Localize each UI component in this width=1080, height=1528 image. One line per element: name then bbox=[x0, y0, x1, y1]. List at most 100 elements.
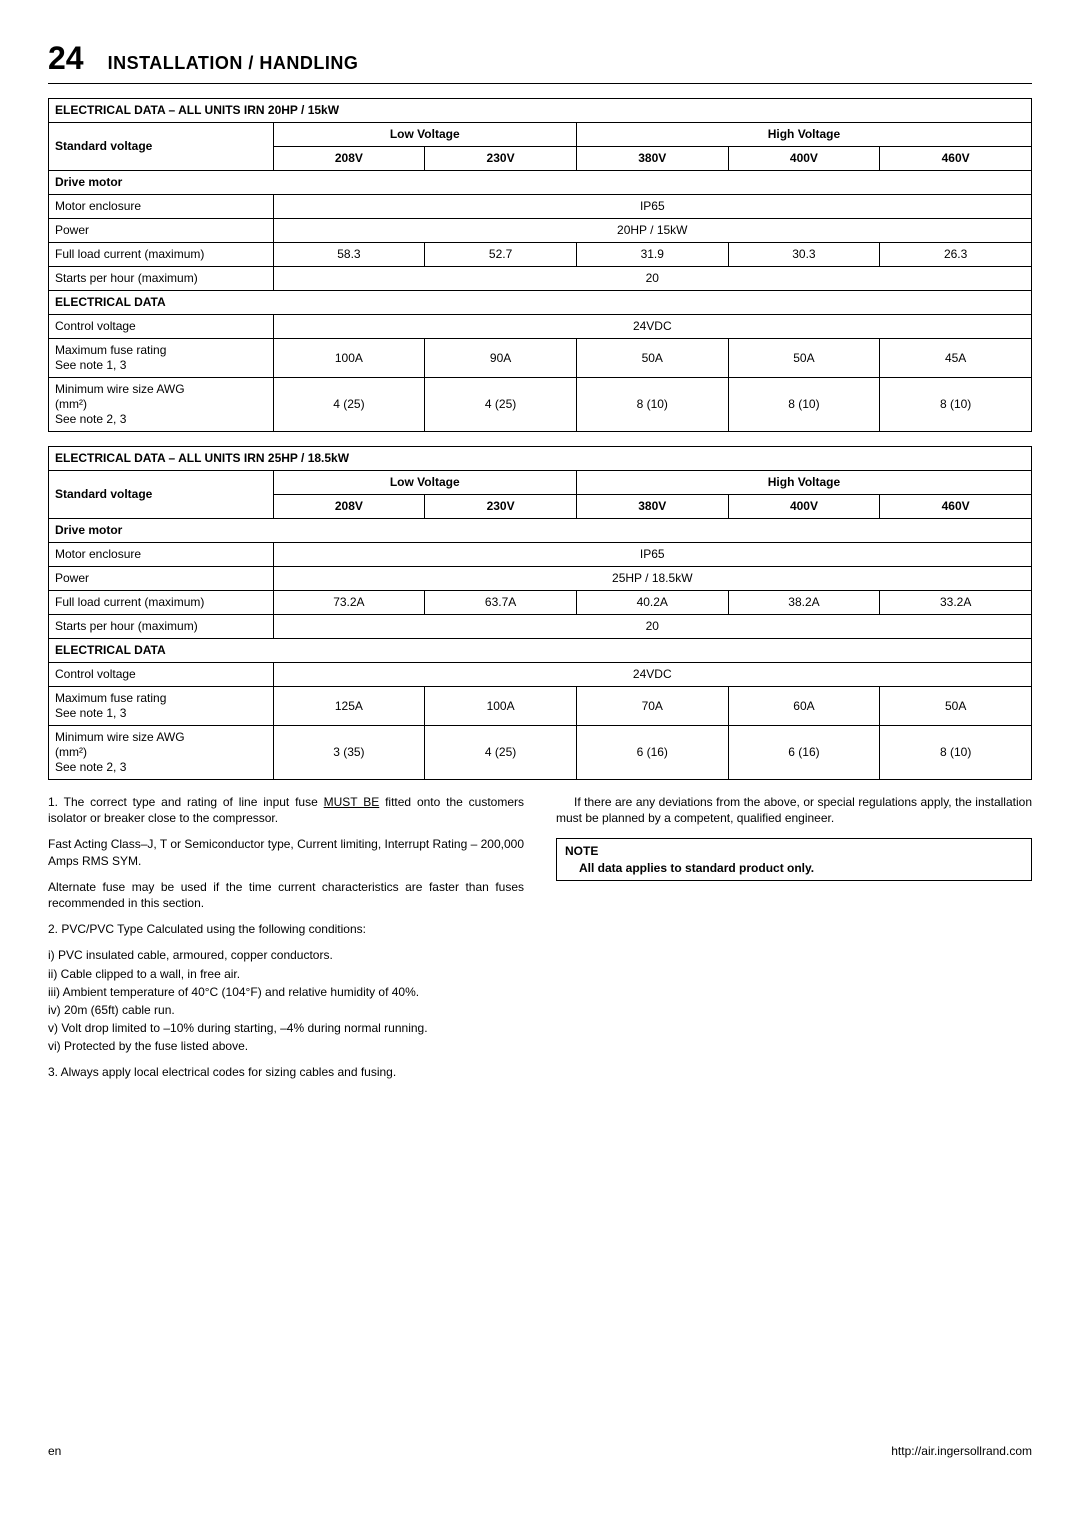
row-value: 50A bbox=[728, 339, 880, 378]
row-value: 60A bbox=[728, 687, 880, 726]
electrical-data-table: ELECTRICAL DATA – ALL UNITS IRN 20HP / 1… bbox=[48, 98, 1032, 432]
note-box: NOTE All data applies to standard produc… bbox=[556, 838, 1032, 880]
row-value: 6 (16) bbox=[728, 726, 880, 780]
row-value: 70A bbox=[576, 687, 728, 726]
std-voltage-label: Standard voltage bbox=[49, 471, 274, 519]
row-span-value: 24VDC bbox=[273, 315, 1031, 339]
note-alt-fuse: Alternate fuse may be used if the time c… bbox=[48, 879, 524, 911]
row-label: Starts per hour (maximum) bbox=[49, 615, 274, 639]
note-box-body: All data applies to standard product onl… bbox=[565, 860, 1023, 876]
note-2-sub-item: iii) Ambient temperature of 40°C (104°F)… bbox=[48, 984, 524, 1000]
notes-columns: 1. The correct type and rating of line i… bbox=[48, 794, 1032, 1091]
section-header: ELECTRICAL DATA bbox=[49, 291, 1032, 315]
notes-right: If there are any deviations from the abo… bbox=[556, 794, 1032, 1091]
voltage-column-header: 380V bbox=[576, 147, 728, 171]
row-value: 50A bbox=[880, 687, 1032, 726]
row-value: 26.3 bbox=[880, 243, 1032, 267]
voltage-column-header: 230V bbox=[425, 147, 577, 171]
electrical-data-table: ELECTRICAL DATA – ALL UNITS IRN 25HP / 1… bbox=[48, 446, 1032, 780]
row-value: 52.7 bbox=[425, 243, 577, 267]
std-voltage-label: Standard voltage bbox=[49, 123, 274, 171]
footer-lang: en bbox=[48, 1444, 61, 1458]
table-caption: ELECTRICAL DATA – ALL UNITS IRN 25HP / 1… bbox=[49, 447, 1032, 471]
row-value: 33.2A bbox=[880, 591, 1032, 615]
low-voltage-header: Low Voltage bbox=[273, 123, 576, 147]
row-value: 38.2A bbox=[728, 591, 880, 615]
page: 24 INSTALLATION / HANDLING ELECTRICAL DA… bbox=[48, 40, 1032, 1488]
row-value: 58.3 bbox=[273, 243, 425, 267]
row-value: 125A bbox=[273, 687, 425, 726]
note-2-subs: i) PVC insulated cable, armoured, copper… bbox=[48, 947, 524, 1054]
note-2-sub-item: iv) 20m (65ft) cable run. bbox=[48, 1002, 524, 1018]
row-value: 63.7A bbox=[425, 591, 577, 615]
row-value: 90A bbox=[425, 339, 577, 378]
row-span-value: IP65 bbox=[273, 195, 1031, 219]
note-2-sub-item: ii) Cable clipped to a wall, in free air… bbox=[48, 966, 524, 982]
notes-left: 1. The correct type and rating of line i… bbox=[48, 794, 524, 1091]
voltage-column-header: 380V bbox=[576, 495, 728, 519]
row-label: Motor enclosure bbox=[49, 543, 274, 567]
row-label: Power bbox=[49, 567, 274, 591]
row-span-value: IP65 bbox=[273, 543, 1031, 567]
voltage-column-header: 208V bbox=[273, 147, 425, 171]
note-box-title: NOTE bbox=[565, 844, 598, 858]
row-label: Minimum wire size AWG(mm²)See note 2, 3 bbox=[49, 726, 274, 780]
voltage-column-header: 400V bbox=[728, 147, 880, 171]
row-label: Maximum fuse ratingSee note 1, 3 bbox=[49, 339, 274, 378]
tables-container: ELECTRICAL DATA – ALL UNITS IRN 20HP / 1… bbox=[48, 98, 1032, 780]
row-value: 4 (25) bbox=[425, 378, 577, 432]
note-1-pre: 1. The correct type and rating of line i… bbox=[48, 795, 324, 809]
row-span-value: 20 bbox=[273, 267, 1031, 291]
row-label: Minimum wire size AWG(mm²)See note 2, 3 bbox=[49, 378, 274, 432]
row-value: 6 (16) bbox=[576, 726, 728, 780]
row-value: 31.9 bbox=[576, 243, 728, 267]
row-value: 8 (10) bbox=[576, 378, 728, 432]
note-2-sub-item: i) PVC insulated cable, armoured, copper… bbox=[48, 947, 524, 963]
note-2-sub-item: v) Volt drop limited to –10% during star… bbox=[48, 1020, 524, 1036]
row-value: 4 (25) bbox=[273, 378, 425, 432]
voltage-column-header: 460V bbox=[880, 495, 1032, 519]
row-value: 30.3 bbox=[728, 243, 880, 267]
row-value: 45A bbox=[880, 339, 1032, 378]
row-label: Power bbox=[49, 219, 274, 243]
low-voltage-header: Low Voltage bbox=[273, 471, 576, 495]
section-header: Drive motor bbox=[49, 171, 1032, 195]
row-span-value: 24VDC bbox=[273, 663, 1031, 687]
row-value: 40.2A bbox=[576, 591, 728, 615]
row-value: 8 (10) bbox=[880, 378, 1032, 432]
row-value: 3 (35) bbox=[273, 726, 425, 780]
high-voltage-header: High Voltage bbox=[576, 123, 1031, 147]
note-1: 1. The correct type and rating of line i… bbox=[48, 794, 524, 826]
page-footer: en http://air.ingersollrand.com bbox=[48, 1444, 1032, 1458]
row-label: Control voltage bbox=[49, 663, 274, 687]
row-value: 8 (10) bbox=[880, 726, 1032, 780]
page-header: 24 INSTALLATION / HANDLING bbox=[48, 40, 1032, 77]
row-label: Control voltage bbox=[49, 315, 274, 339]
row-label: Full load current (maximum) bbox=[49, 243, 274, 267]
table-caption: ELECTRICAL DATA – ALL UNITS IRN 20HP / 1… bbox=[49, 99, 1032, 123]
row-label: Starts per hour (maximum) bbox=[49, 267, 274, 291]
voltage-column-header: 208V bbox=[273, 495, 425, 519]
row-span-value: 20 bbox=[273, 615, 1031, 639]
row-label: Maximum fuse ratingSee note 1, 3 bbox=[49, 687, 274, 726]
note-2-sub-item: vi) Protected by the fuse listed above. bbox=[48, 1038, 524, 1054]
row-value: 73.2A bbox=[273, 591, 425, 615]
page-number: 24 bbox=[48, 40, 84, 77]
row-span-value: 20HP / 15kW bbox=[273, 219, 1031, 243]
footer-url: http://air.ingersollrand.com bbox=[891, 1444, 1032, 1458]
section-header: Drive motor bbox=[49, 519, 1032, 543]
page-title: INSTALLATION / HANDLING bbox=[108, 53, 359, 74]
row-span-value: 25HP / 18.5kW bbox=[273, 567, 1031, 591]
note-deviations: If there are any deviations from the abo… bbox=[556, 794, 1032, 826]
voltage-column-header: 400V bbox=[728, 495, 880, 519]
row-value: 50A bbox=[576, 339, 728, 378]
high-voltage-header: High Voltage bbox=[576, 471, 1031, 495]
row-value: 100A bbox=[425, 687, 577, 726]
header-rule bbox=[48, 83, 1032, 84]
row-value: 4 (25) bbox=[425, 726, 577, 780]
row-label: Full load current (maximum) bbox=[49, 591, 274, 615]
note-2: 2. PVC/PVC Type Calculated using the fol… bbox=[48, 921, 524, 937]
row-value: 8 (10) bbox=[728, 378, 880, 432]
note-3: 3. Always apply local electrical codes f… bbox=[48, 1064, 524, 1080]
row-value: 100A bbox=[273, 339, 425, 378]
